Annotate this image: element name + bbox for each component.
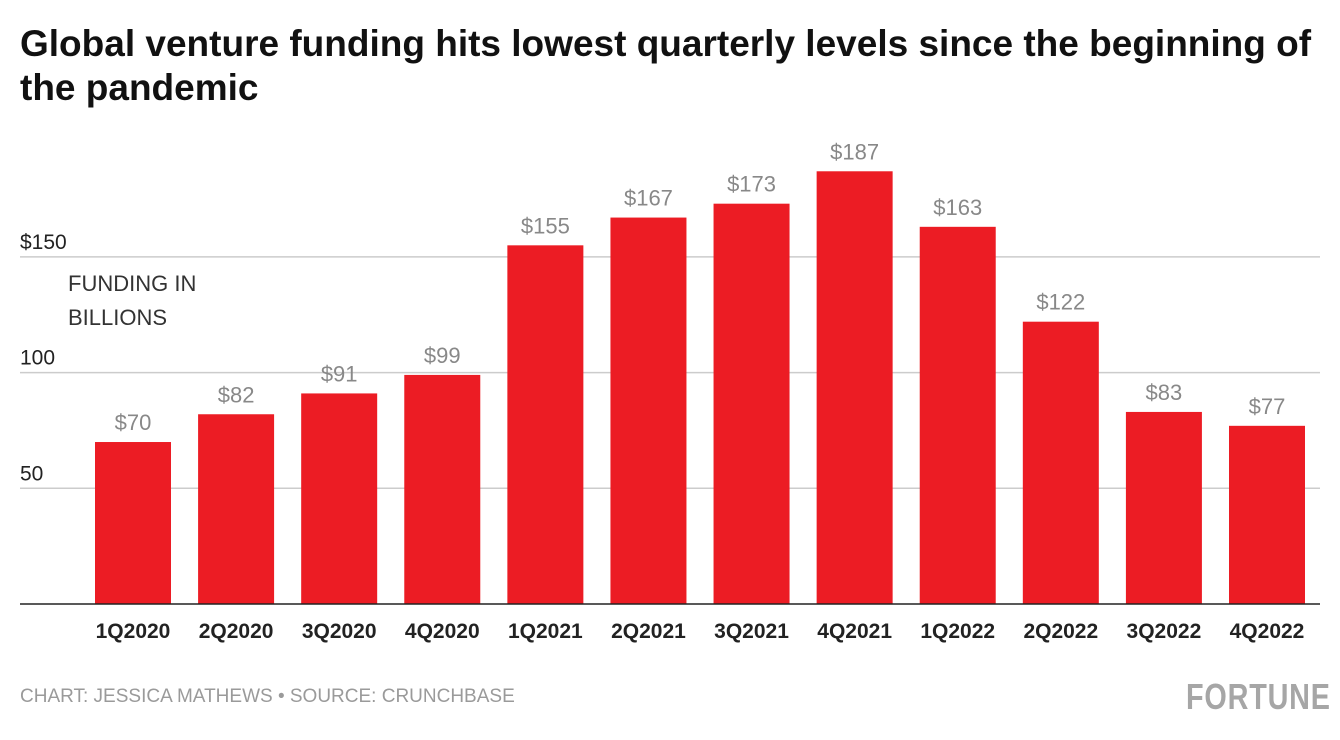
x-tick-label: 4Q2021 bbox=[817, 620, 892, 643]
y-tick-label: 50 bbox=[20, 462, 43, 485]
bar-3Q2022 bbox=[1125, 411, 1202, 604]
bar-3Q2021 bbox=[713, 203, 790, 605]
chart-credit: CHART: JESSICA MATHEWS • SOURCE: CRUNCHB… bbox=[20, 686, 515, 707]
bar-2Q2020 bbox=[198, 414, 275, 604]
x-tick-label: 4Q2022 bbox=[1230, 620, 1305, 643]
bar-2Q2021 bbox=[610, 217, 687, 604]
x-tick-label: 1Q2020 bbox=[96, 620, 171, 643]
bar-4Q2022 bbox=[1229, 425, 1305, 604]
data-label: $155 bbox=[521, 213, 570, 238]
x-tick-label: 1Q2022 bbox=[920, 620, 995, 643]
data-label: $122 bbox=[1036, 290, 1085, 315]
bar-3Q2020 bbox=[301, 393, 378, 604]
bar-1Q2020 bbox=[95, 442, 171, 604]
y-axis-label-line1: FUNDING IN bbox=[68, 271, 196, 296]
bar-4Q2021 bbox=[816, 171, 893, 605]
bar-1Q2021 bbox=[507, 245, 584, 604]
x-tick-label: 2Q2022 bbox=[1023, 620, 1098, 643]
data-label: $82 bbox=[218, 382, 255, 407]
bar-2Q2022 bbox=[1022, 321, 1099, 604]
x-tick-label: 3Q2022 bbox=[1127, 620, 1202, 643]
data-label: $77 bbox=[1249, 394, 1286, 419]
data-label: $70 bbox=[115, 410, 152, 435]
x-tick-label: 1Q2021 bbox=[508, 620, 583, 643]
y-tick-label: 100 bbox=[20, 347, 55, 370]
fortune-logo: FORTUNE bbox=[1186, 676, 1331, 717]
data-label: $91 bbox=[321, 361, 358, 386]
y-tick-label: $150 bbox=[20, 231, 67, 254]
data-label: $173 bbox=[727, 172, 776, 197]
data-label: $187 bbox=[830, 139, 879, 164]
x-tick-label: 3Q2021 bbox=[714, 620, 789, 643]
bar-1Q2022 bbox=[919, 226, 996, 604]
x-tick-label: 3Q2020 bbox=[302, 620, 377, 643]
data-label: $83 bbox=[1146, 380, 1183, 405]
chart-title: Global venture funding hits lowest quart… bbox=[20, 23, 1312, 108]
data-label: $163 bbox=[933, 195, 982, 220]
x-tick-label: 2Q2020 bbox=[199, 620, 274, 643]
bar-4Q2020 bbox=[404, 374, 481, 604]
x-tick-label: 4Q2020 bbox=[405, 620, 480, 643]
data-label: $99 bbox=[424, 343, 461, 368]
data-label: $167 bbox=[624, 186, 673, 211]
y-axis-label-line2: BILLIONS bbox=[68, 305, 167, 330]
x-tick-label: 2Q2021 bbox=[611, 620, 686, 643]
